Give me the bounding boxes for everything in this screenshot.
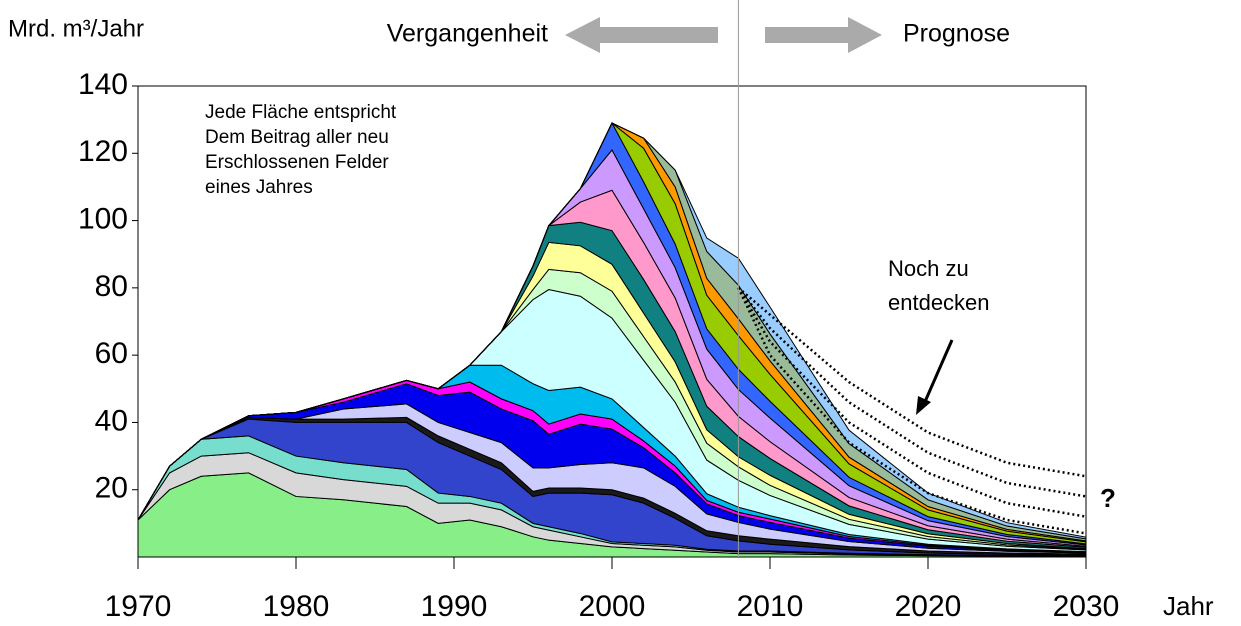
y-tick-label: 40: [95, 404, 128, 437]
x-axis-label: Jahr: [1163, 591, 1214, 621]
projection-line: [737, 287, 1087, 535]
question-mark: ?: [1100, 483, 1116, 513]
y-tick-label: 80: [95, 270, 128, 303]
left-arrow: [565, 17, 718, 53]
undiscovered-label: Noch zu: [888, 256, 969, 281]
x-tick-label: 1970: [105, 590, 172, 623]
y-tick-label: 140: [78, 68, 128, 101]
y-tick-label: 120: [78, 135, 128, 168]
past-label: Vergangenheit: [387, 20, 548, 48]
forecast-label: Prognose: [903, 20, 1010, 48]
y-tick-label: 20: [95, 472, 128, 505]
y-tick-label: 100: [78, 202, 128, 235]
annotation-text: Dem Beitrag aller neu: [205, 127, 389, 148]
right-arrow: [765, 17, 882, 53]
y-tick-label: 60: [95, 337, 128, 370]
x-tick-label: 1990: [421, 590, 488, 623]
undiscovered-label: entdecken: [888, 290, 990, 315]
annotation-text: Erschlossenen Felder: [205, 152, 389, 173]
projection-line: [737, 287, 1087, 498]
x-tick-label: 2020: [895, 590, 962, 623]
y-axis-label: Mrd. m³/Jahr: [8, 15, 144, 42]
x-tick-label: 1980: [263, 590, 330, 623]
x-tick-label: 2010: [737, 590, 804, 623]
projection-line: [737, 286, 1087, 478]
pointer-arrow-head: [916, 396, 931, 415]
annotation-text: Jede Fläche entspricht: [205, 102, 397, 123]
annotation-text: eines Jahres: [205, 177, 313, 198]
x-tick-label: 2000: [579, 590, 646, 623]
pointer-arrow: [922, 339, 954, 405]
x-tick-label: 2030: [1053, 590, 1120, 623]
